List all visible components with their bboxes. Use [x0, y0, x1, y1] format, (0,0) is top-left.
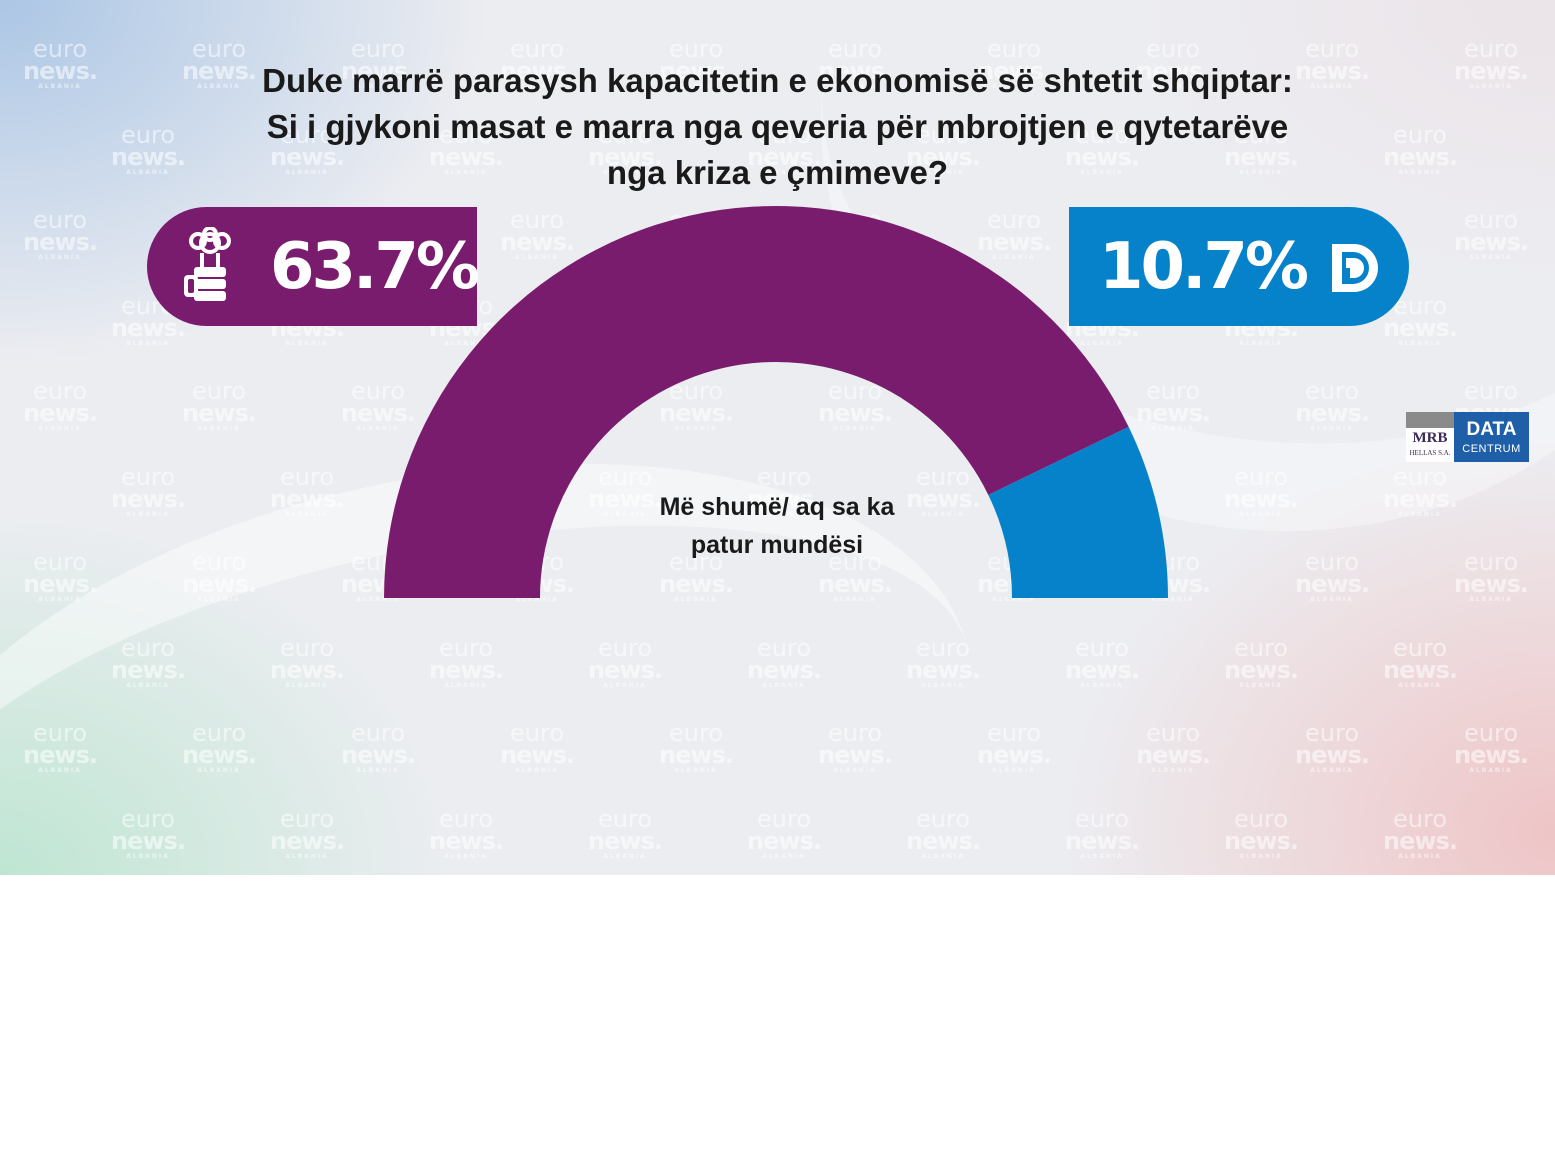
- centrum-text: CENTRUM: [1462, 443, 1521, 455]
- socialist-party-rose-fist-icon: [183, 226, 231, 301]
- left-party-badge: 63.7%: [147, 207, 480, 326]
- right-party-percentage: 10.7%: [1099, 229, 1309, 304]
- data-text: DATA: [1466, 419, 1517, 440]
- background: [0, 0, 1555, 875]
- mrb-subtext: HELLAS S.A.: [1409, 449, 1451, 457]
- answer-label: Më shumë/ aq sa ka patur mundësi: [557, 488, 997, 564]
- question-line-1: Duke marrë parasysh kapacitetin e ekonom…: [262, 62, 1293, 99]
- data-centrum-logo: DATA CENTRUM: [1454, 412, 1529, 462]
- arc-segment-left-party: [384, 205, 1129, 598]
- answer-label-line-2: patur mundësi: [690, 531, 864, 559]
- right-party-badge: 10.7%: [1069, 207, 1409, 326]
- left-party-percentage: 63.7%: [269, 229, 480, 304]
- pollster-logo: MRB HELLAS S.A. DATA CENTRUM: [1406, 412, 1529, 462]
- arc-segment-right-party: [988, 426, 1169, 598]
- democratic-party-d-icon: [1332, 243, 1379, 292]
- answer-label-line-1: Më shumë/ aq sa ka: [659, 493, 895, 521]
- mrb-logo: MRB HELLAS S.A.: [1406, 412, 1454, 462]
- question-title: Duke marrë parasysh kapacitetin e ekonom…: [80, 58, 1475, 196]
- question-line-3: nga kriza e çmimeve?: [606, 154, 949, 191]
- semicircle-donut-chart: [384, 205, 1169, 598]
- question-line-2: Si i gjykoni masat e marra nga qeveria p…: [266, 108, 1289, 145]
- mrb-text: MRB: [1412, 430, 1448, 446]
